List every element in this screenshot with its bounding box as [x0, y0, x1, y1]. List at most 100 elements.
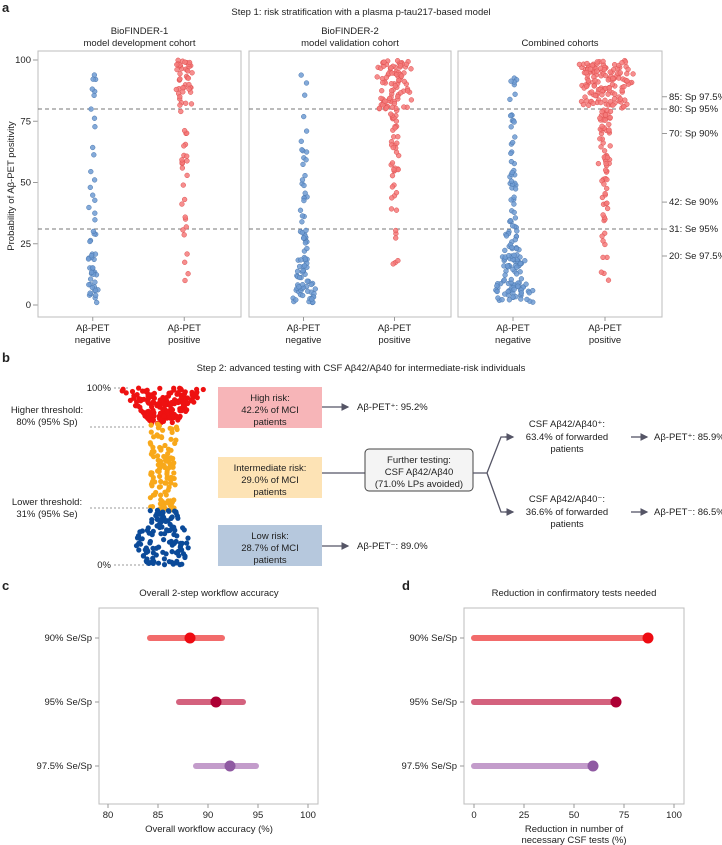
- swarm-point-negative: [92, 210, 98, 216]
- swarm-point-negative: [87, 290, 93, 296]
- y-tick-label: 0: [26, 300, 31, 311]
- swarm-point-negative: [508, 150, 514, 157]
- swarm-point-negative: [304, 245, 310, 252]
- swarm-point-positive: [598, 99, 604, 106]
- swarm-point-negative: [512, 134, 518, 140]
- swarm-point-positive: [182, 214, 188, 220]
- csf-pos-l3: patients: [550, 444, 584, 455]
- swarm-point-negative: [508, 158, 515, 165]
- swarm-point-high: [174, 391, 180, 397]
- threshold-label: 20: Se 97.5%: [669, 251, 722, 262]
- panel-a-title: Step 1: risk stratification with a plasm…: [231, 7, 490, 18]
- swarm-point-positive: [401, 78, 407, 85]
- swarm-point-positive: [177, 94, 183, 100]
- swarm-point-negative: [302, 240, 309, 246]
- swarm-point-positive: [585, 78, 591, 84]
- swarm-point-positive: [625, 66, 631, 73]
- swarm-point-positive: [597, 136, 603, 142]
- swarm-point-high: [184, 407, 190, 413]
- swarm-point-positive: [602, 72, 609, 79]
- swarm-point-high: [127, 397, 133, 403]
- swarm-point-positive: [583, 70, 589, 76]
- category-label: Aβ-PET: [76, 323, 110, 334]
- swarm-point-high: [136, 385, 142, 391]
- swarm-point-positive: [597, 115, 603, 121]
- swarm-point-negative: [508, 276, 514, 283]
- csf-neg-l1: CSF Aβ42/Aβ40⁻:: [529, 494, 605, 505]
- intermediate-risk-box: [218, 457, 322, 498]
- panel-d-xlabel-2: necessary CSF tests (%): [521, 835, 626, 845]
- swarm-point-positive: [604, 176, 610, 183]
- swarm-point-positive: [611, 96, 618, 102]
- swarm-point-negative: [88, 253, 95, 259]
- label-0: 0%: [97, 560, 111, 571]
- swarm-point-low: [175, 515, 181, 521]
- swarm-point-mid: [155, 453, 161, 459]
- swarm-point-low: [166, 559, 172, 565]
- low-risk-l2: 28.7% of MCI: [241, 543, 299, 554]
- swarm-point-high: [164, 408, 170, 414]
- swarm-point-positive: [390, 144, 396, 151]
- swarm-point-high: [157, 385, 163, 391]
- swarm-point-negative: [298, 138, 304, 144]
- swarm-point-positive: [185, 75, 192, 81]
- swarm-point-mid: [150, 478, 156, 484]
- swarm-point-mid: [168, 436, 174, 442]
- swarm-point-negative: [94, 299, 100, 306]
- swarm-point-positive: [605, 91, 611, 97]
- swarm-point-positive: [600, 238, 606, 244]
- swarm-point-high: [194, 386, 200, 392]
- swarm-point-negative: [298, 72, 304, 78]
- swarm-point-positive: [584, 83, 590, 90]
- swarm-point-positive: [185, 271, 191, 277]
- swarm-point-positive: [394, 140, 400, 146]
- swarm-point-negative: [302, 190, 308, 196]
- swarm-point-negative: [504, 263, 511, 269]
- x-tick-label: 50: [569, 810, 580, 821]
- threshold-label: 42: Se 90%: [669, 197, 719, 208]
- swarm-point-negative: [299, 219, 305, 225]
- swarm-point-high: [145, 391, 151, 397]
- swarm-point-negative: [523, 281, 529, 287]
- y-tick-label: 50: [20, 178, 31, 189]
- swarm-point-negative: [303, 80, 310, 86]
- swarm-point-high: [123, 390, 129, 396]
- swarm-point-positive: [395, 166, 401, 173]
- swarm-point-negative: [509, 169, 515, 176]
- swarm-point-negative: [299, 177, 306, 183]
- swarm-point-positive: [603, 161, 609, 167]
- swarm-point-positive: [592, 93, 599, 99]
- swarm-point-positive: [174, 66, 180, 73]
- swarm-point-low: [166, 508, 172, 514]
- x-tick-label: 25: [519, 810, 530, 821]
- panel-d-xlabel-1: Reduction in number of: [525, 824, 624, 835]
- swarm-point-negative: [90, 192, 96, 198]
- row-label: 95% Se/Sp: [409, 697, 457, 708]
- swarm-point-positive: [393, 235, 399, 241]
- swarm-point-negative: [512, 215, 519, 221]
- swarm-point-negative: [312, 286, 318, 292]
- high-risk-l1: High risk:: [250, 393, 290, 404]
- high-risk-l3: patients: [253, 417, 287, 428]
- swarm-point-mid: [161, 463, 167, 469]
- swarm-point-mid: [162, 442, 168, 449]
- swarm-point-low: [169, 514, 175, 520]
- x-tick-label: 100: [300, 810, 316, 821]
- swarm-point-low: [143, 549, 149, 556]
- swarm-point-positive: [180, 227, 186, 233]
- swarm-point-negative: [86, 282, 92, 288]
- x-tick-label: 95: [253, 810, 264, 821]
- swarm-point-high: [161, 413, 167, 419]
- swarm-point-high: [160, 400, 167, 406]
- swarm-point-positive: [606, 85, 612, 91]
- y-tick-label: 100: [15, 55, 31, 66]
- further-l1: Further testing:: [387, 455, 451, 466]
- swarm-point-negative: [86, 204, 92, 211]
- csf-neg-l3: patients: [550, 519, 584, 530]
- swarm-point-low: [150, 550, 156, 556]
- swarm-point-negative: [300, 235, 307, 241]
- swarm-point-positive: [604, 205, 611, 212]
- swarm-point-high: [140, 388, 146, 394]
- swarm-point-negative: [499, 297, 505, 303]
- swarm-point-mid: [161, 453, 167, 460]
